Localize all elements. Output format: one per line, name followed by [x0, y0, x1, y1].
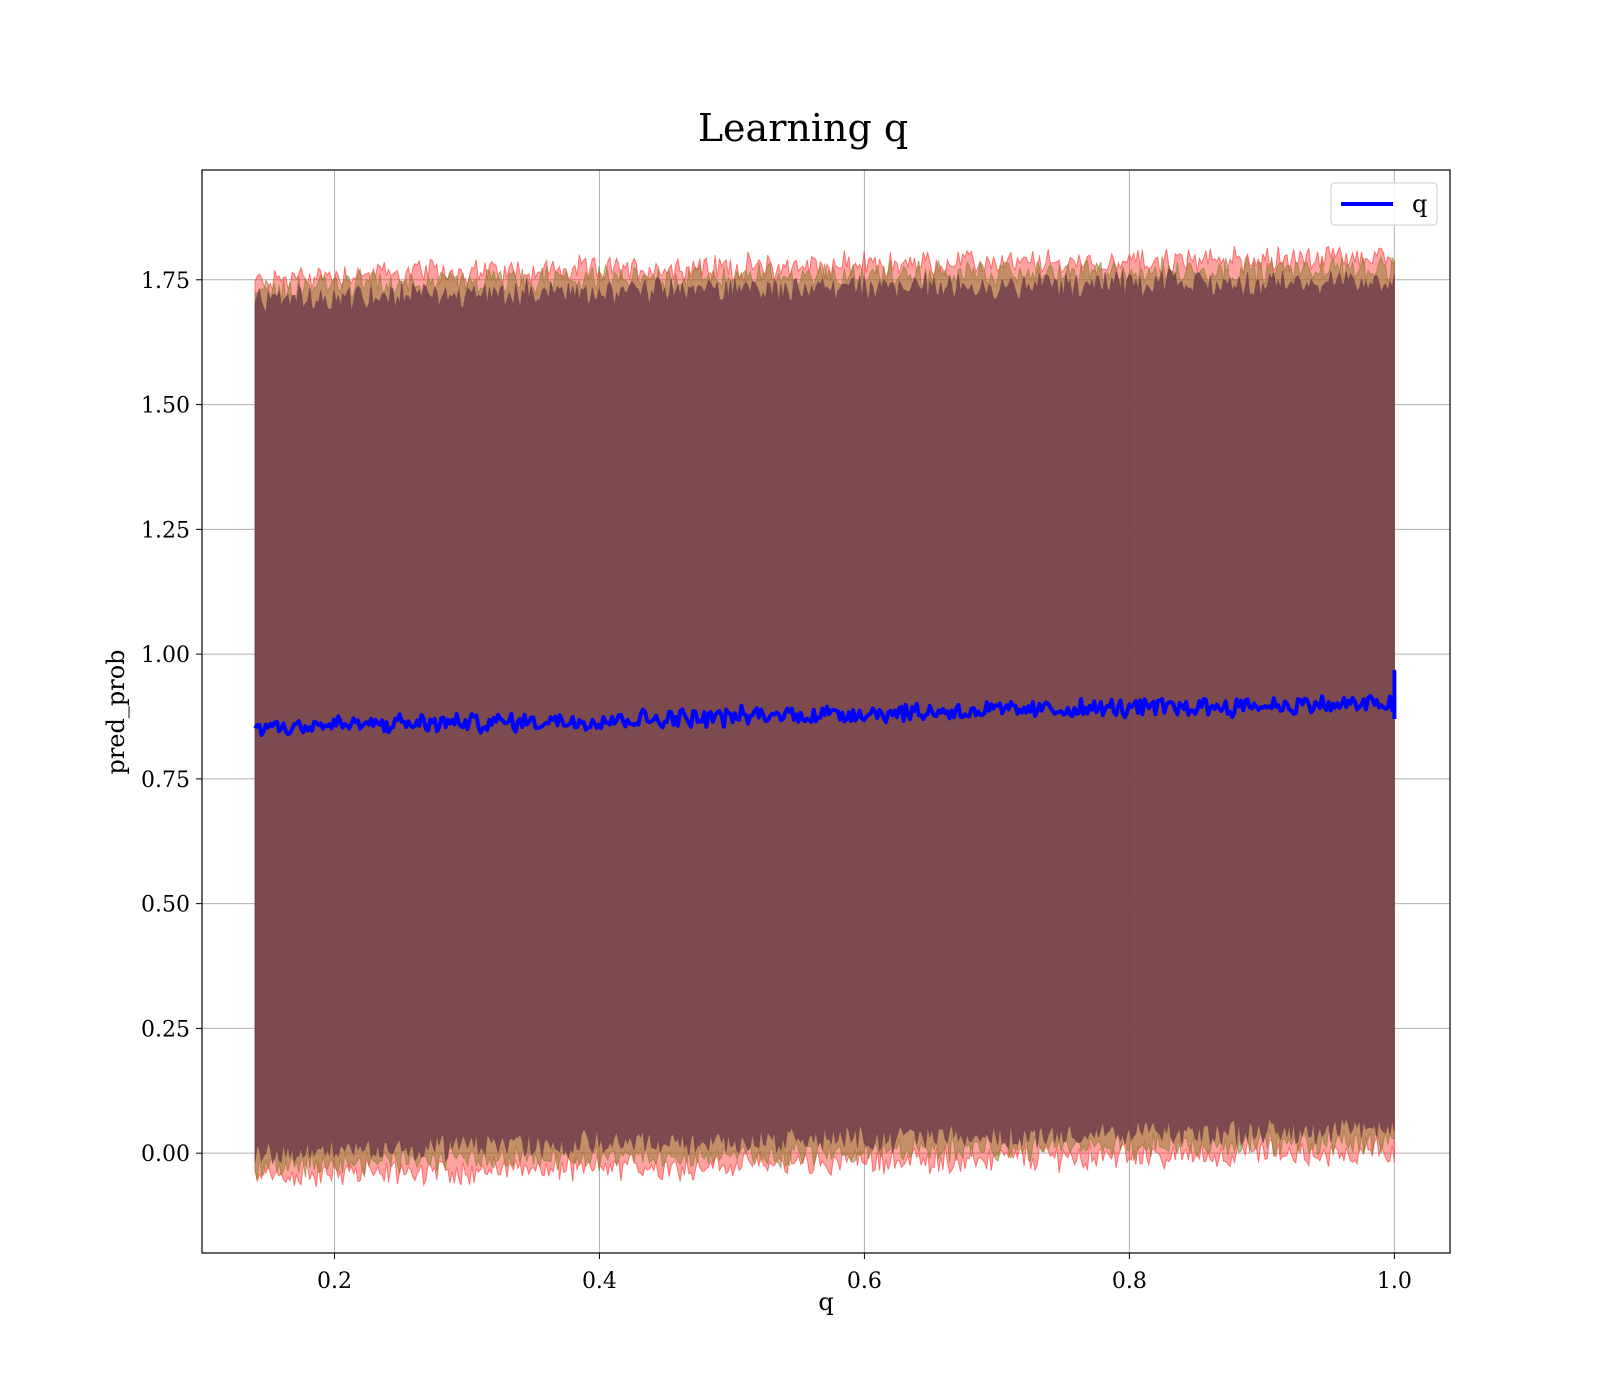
y-axis-label: pred_prob: [102, 649, 130, 774]
y-tick-label: 1.00: [141, 643, 190, 668]
y-tick-label: 0.75: [141, 768, 190, 793]
y-tick-label: 0.25: [141, 1017, 190, 1042]
x-tick-label: 0.8: [1112, 1269, 1147, 1294]
x-tick-label: 1.0: [1377, 1269, 1412, 1294]
plot-area-frame: [201, 169, 1451, 1254]
x-tick-label: 0.6: [847, 1269, 882, 1294]
y-tick-label: 0.50: [141, 893, 190, 918]
y-tick-label: 1.25: [141, 518, 190, 543]
x-tick-label: 0.4: [582, 1269, 617, 1294]
series-line-q: [253, 669, 1397, 737]
y-tick-label: 1.75: [141, 269, 190, 294]
y-tick-label: 1.50: [141, 394, 190, 419]
x-axis-ticks: 0.2 0.4 0.6 0.8 1.0: [317, 1253, 1412, 1294]
x-axis-label: q: [818, 1288, 833, 1316]
series-lines: [253, 669, 1397, 737]
chart-title: Learning q: [698, 106, 908, 150]
y-axis-ticks: 0.00 0.25 0.50 0.75 1.00 1.25 1.50 1.75: [141, 269, 202, 1167]
x-tick-label: 0.2: [317, 1269, 352, 1294]
legend-entry-q: q: [1412, 190, 1427, 218]
y-tick-label: 0.00: [141, 1142, 190, 1167]
legend: q: [1330, 182, 1438, 226]
